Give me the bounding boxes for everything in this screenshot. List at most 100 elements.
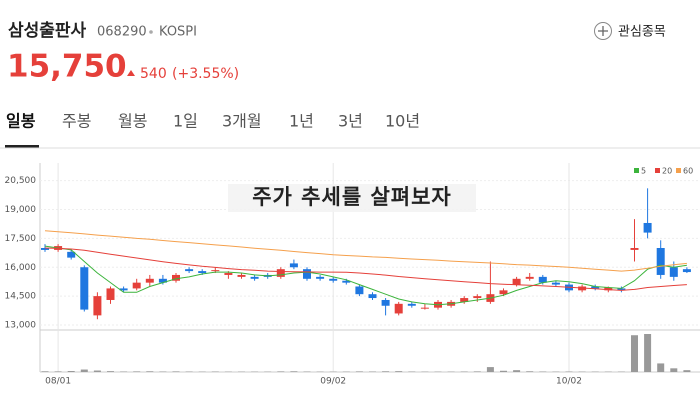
volume-bar (172, 371, 180, 372)
volume-bar (657, 363, 665, 372)
volume-bar (41, 371, 49, 372)
candle-body (617, 288, 626, 291)
tab[interactable]: 3년 (338, 112, 363, 131)
candle-body (342, 280, 351, 283)
candle-body (499, 290, 508, 295)
change-pct: (+3.55%) (172, 66, 239, 82)
ma-line (44, 245, 687, 306)
price: 15,750 (7, 49, 127, 85)
candle-body (420, 307, 429, 309)
volume-bar (290, 371, 298, 372)
candle-body (473, 296, 482, 299)
tab[interactable]: 월봉 (118, 112, 147, 131)
volume-bar (631, 335, 638, 372)
x-tick-label: 10/02 (556, 377, 582, 387)
candle-body (289, 263, 298, 268)
candle-body (591, 286, 600, 289)
candle-body (145, 278, 154, 283)
volume-bar (644, 334, 652, 372)
watch-label: 관심종목 (618, 25, 666, 40)
tab[interactable]: 3개월 (222, 112, 262, 131)
volume-bar (54, 371, 62, 372)
candle-body (316, 276, 325, 279)
candle-body (329, 278, 338, 281)
volume-bar (355, 371, 363, 372)
candle-body (394, 303, 403, 314)
candle-body (551, 282, 560, 285)
candle-body (407, 303, 416, 306)
candle-body (67, 251, 76, 258)
candle-body (643, 222, 652, 233)
legend-swatch (655, 168, 660, 173)
volume-bar (277, 371, 285, 372)
tabs: 일봉 주봉 월봉 1일 3개월 1년 3년 10년 (6, 112, 420, 131)
volume-bar (67, 371, 75, 372)
candle-body (604, 287, 613, 291)
ma-line (44, 247, 687, 291)
tab[interactable]: 1일 (173, 112, 198, 131)
y-tick-label: 16,000 (5, 263, 37, 273)
tab[interactable]: 일봉 (6, 112, 36, 131)
candle-body (119, 288, 128, 291)
tab[interactable]: 1년 (289, 112, 314, 131)
candle-body (185, 269, 194, 272)
candle-body (237, 274, 246, 277)
candle-body (211, 270, 220, 272)
volume-bar (107, 371, 114, 372)
x-tick-label: 09/02 (320, 377, 346, 387)
volume-bar (683, 370, 691, 372)
candle-body (368, 294, 377, 299)
annotation-bg (228, 184, 476, 212)
volume-bar (146, 371, 154, 372)
stock-code: 068290 (97, 25, 147, 40)
volume-bar (526, 371, 534, 372)
volume-bar (80, 369, 88, 372)
y-tick-label: 19,000 (5, 205, 37, 215)
tab[interactable]: 10년 (385, 112, 420, 131)
legend-label: 20 (662, 167, 672, 176)
candle-body (381, 299, 390, 306)
ma-line (44, 230, 687, 272)
volume-bar (500, 370, 507, 372)
tab[interactable]: 주봉 (62, 112, 91, 131)
volume-bar (670, 368, 678, 372)
candle-body (630, 248, 639, 250)
candle-body (460, 298, 469, 302)
watch-button[interactable]: 관심종목 (594, 22, 666, 40)
candle-body (158, 278, 167, 283)
candle-body (80, 267, 89, 310)
candle-body (172, 274, 180, 281)
market: KOSPI (159, 25, 197, 40)
candle-body (93, 296, 102, 316)
volume-bar (473, 371, 481, 372)
stock-name: 삼성출판사 (8, 21, 87, 41)
legend-label: 60 (683, 167, 693, 176)
up-arrow (127, 70, 135, 76)
candle-body (656, 248, 665, 275)
y-tick-label: 13,000 (5, 321, 37, 331)
x-tick-label: 08/01 (45, 377, 71, 387)
volume-bar (486, 367, 494, 372)
volume-bar (382, 371, 390, 372)
y-tick-label: 14,500 (5, 292, 37, 302)
y-tick-label: 17,500 (5, 234, 37, 244)
annotation: 주가 추세를 살펴보자 (252, 185, 452, 209)
candle-body (355, 286, 364, 295)
volume-bar (513, 370, 521, 372)
legend-label: 5 (641, 167, 646, 176)
plus (598, 26, 608, 36)
candle-body (538, 276, 547, 283)
candle-body (669, 267, 678, 277)
tab-underline (5, 145, 39, 148)
candle-body (276, 269, 285, 277)
candle-body (303, 269, 311, 279)
watch-icon (594, 22, 612, 40)
change: 540 (140, 66, 167, 82)
volume-bar (395, 371, 403, 372)
candle-body (132, 282, 141, 289)
volume-bar (93, 370, 101, 372)
legend-swatch (676, 168, 681, 173)
candle-body (41, 248, 49, 250)
